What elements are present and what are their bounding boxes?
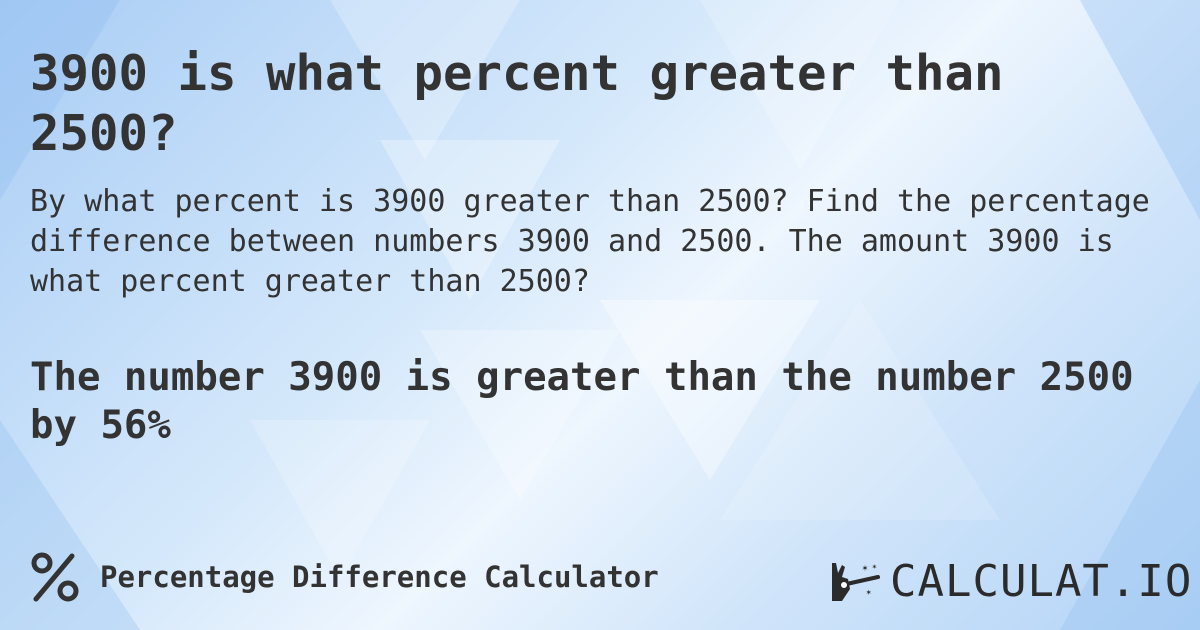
calculator-link[interactable]: Percentage Difference Calculator (30, 552, 659, 602)
hand-wand-icon: ✶ ✶ ✶ (832, 562, 880, 601)
calculator-name: Percentage Difference Calculator (100, 560, 659, 594)
description: By what percent is 3900 greater than 250… (30, 184, 1150, 299)
svg-text:✶: ✶ (862, 563, 868, 574)
svg-text:✶: ✶ (866, 588, 872, 598)
percent-icon (31, 552, 79, 602)
logo-text: CALCULAT.IO (890, 556, 1193, 607)
result-text: The number 3900 is greater than the numb… (30, 355, 1134, 448)
page-title: 3900 is what percent greater than 2500? (30, 45, 1004, 162)
svg-text:✶: ✶ (872, 562, 877, 571)
calculatio-logo[interactable]: ✶ ✶ ✶ CALCULAT.IO (828, 556, 1192, 607)
